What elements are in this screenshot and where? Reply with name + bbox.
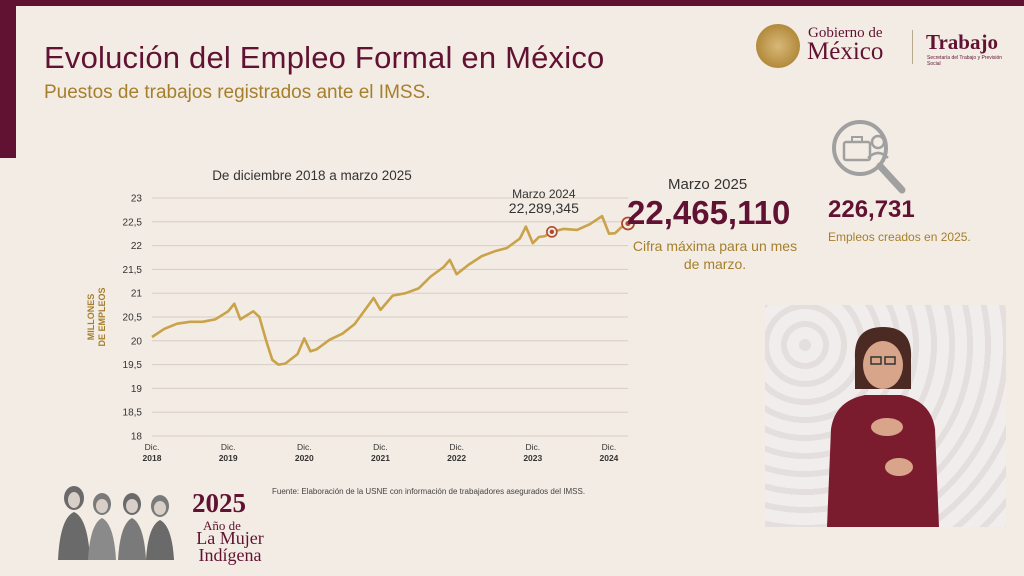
gobierno-logo-line2: México	[807, 38, 884, 65]
y-tick-label: 18	[131, 432, 143, 443]
x-tick-label: 2023	[523, 453, 542, 463]
top-accent-bar	[0, 0, 1024, 6]
march-2025-value: 22,465,110	[627, 194, 791, 231]
annotation-point-core	[549, 229, 555, 235]
y-tick-label: 22,5	[123, 217, 143, 228]
jobs-created-value: 226,731	[828, 196, 915, 223]
x-tick-label: Dic.	[525, 442, 540, 452]
x-tick-label: Dic.	[602, 442, 617, 452]
annotation-label: Marzo 2024	[512, 187, 576, 201]
x-tick-label: 2022	[447, 453, 466, 463]
y-tick-label: 23	[131, 194, 143, 205]
highlight-point-core	[625, 220, 631, 227]
indigenous-women-illustration	[58, 486, 174, 560]
trabajo-logo: Trabajo	[926, 30, 998, 54]
gobierno-logo-line1: Gobierno de	[808, 25, 883, 41]
page-subtitle: Puestos de trabajos registrados ante el …	[44, 82, 431, 103]
y-tick-label: 21	[131, 289, 143, 300]
y-tick-label: 18,5	[123, 408, 143, 419]
sign-language-interpreter-video	[765, 305, 1006, 527]
x-tick-label: 2021	[371, 453, 390, 463]
jobs-created-description: Empleos creados en 2025.	[828, 230, 971, 244]
x-tick-label: 2024	[599, 453, 618, 463]
interpreter-figure	[827, 327, 939, 527]
y-tick-label: 21,5	[123, 265, 143, 276]
badge-line1: Año de	[203, 518, 241, 533]
y-axis-label-line2: DE EMPLEOS	[97, 287, 107, 346]
x-tick-label: Dic.	[297, 442, 312, 452]
x-tick-label: Dic.	[449, 442, 464, 452]
badge-line2: La Mujer Indígena	[196, 528, 264, 565]
badge-year: 2025	[192, 488, 246, 518]
annotation-value: 22,289,345	[509, 200, 579, 216]
page-title: Evolución del Empleo Formal en México	[44, 40, 605, 75]
x-tick-label: Dic.	[221, 442, 236, 452]
y-tick-label: 22	[131, 241, 143, 252]
left-accent-bar	[0, 0, 16, 158]
y-tick-label: 19	[131, 384, 143, 395]
employment-line-chart: De diciembre 2018 a marzo 2025 MILLONES DE…	[86, 168, 635, 463]
x-tick-label: 2019	[219, 453, 238, 463]
x-tick-label: Dic.	[145, 442, 160, 452]
y-axis-label-line1: MILLONES	[86, 294, 96, 341]
y-tick-label: 20	[131, 336, 143, 347]
series-line	[151, 214, 629, 366]
x-tick-label: 2018	[143, 453, 162, 463]
gobierno-mexico-logo: Gobierno de México	[756, 22, 906, 70]
x-tick-label: 2020	[295, 453, 314, 463]
logo-divider	[912, 30, 913, 64]
march-2025-description: Cifra máxima para un mes de marzo.	[632, 238, 798, 272]
national-seal-icon	[756, 24, 800, 68]
y-tick-label: 20,5	[123, 313, 143, 324]
y-tick-label: 19,5	[123, 360, 143, 371]
job-search-icon	[832, 120, 906, 194]
source-note: Fuente: Elaboración de la USNE con infor…	[272, 487, 586, 496]
x-tick-label: Dic.	[373, 442, 388, 452]
mujer-indigena-badge: 2025 Año de La Mujer Indígena	[52, 480, 267, 564]
trabajo-logo-subtitle: Secretaría del Trabajo y Previsión Socia…	[927, 55, 1003, 67]
march-2025-label: Marzo 2025	[668, 176, 748, 193]
chart-title: De diciembre 2018 a marzo 2025	[212, 168, 412, 183]
